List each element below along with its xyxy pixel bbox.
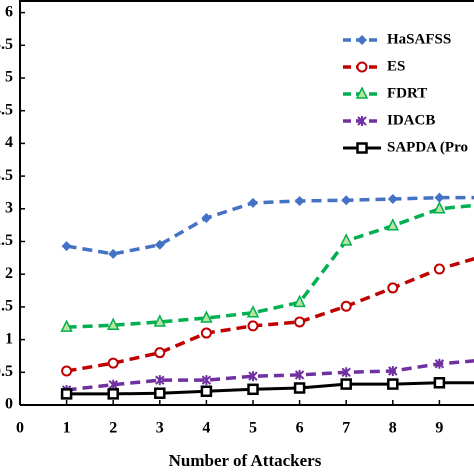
legend-label: IDACB [387, 112, 435, 128]
legend-marker [356, 61, 368, 73]
y-tick-label: 2 [5, 265, 13, 282]
point [155, 375, 165, 386]
point [108, 248, 119, 259]
point [293, 294, 306, 308]
point [387, 282, 399, 294]
point [60, 319, 73, 332]
legend-marker [357, 35, 367, 45]
point [248, 371, 258, 382]
point [107, 388, 119, 400]
point [387, 378, 399, 390]
point [294, 369, 305, 380]
point [341, 367, 351, 378]
point [433, 377, 446, 389]
point [387, 193, 398, 204]
y-tick-label: 4 [5, 134, 13, 151]
point [293, 382, 306, 394]
point [248, 197, 258, 208]
point [154, 239, 165, 250]
x-tick-label: 9 [435, 420, 443, 437]
y-tick-label: 0 [5, 396, 13, 413]
point [433, 201, 446, 214]
point [341, 195, 352, 206]
series [60, 377, 474, 400]
y-tick-label: 1.5 [0, 298, 13, 315]
x-tick-label: 7 [342, 420, 350, 437]
x-tick-label: 6 [296, 420, 304, 437]
point [388, 365, 398, 376]
point [107, 357, 119, 369]
legend-label: ES [387, 58, 405, 74]
y-tick-label: 0.5 [0, 363, 13, 380]
point [434, 192, 445, 203]
point [61, 241, 72, 252]
point [201, 212, 212, 223]
point [340, 378, 352, 390]
x-tick-label: 4 [202, 420, 210, 437]
x-tick-label: 2 [109, 420, 117, 437]
x-tick-label: 5 [249, 420, 257, 437]
y-tick-label: 3 [5, 199, 13, 216]
legend-marker [356, 142, 368, 154]
x-tick-label: 3 [156, 420, 164, 437]
point [386, 218, 400, 231]
point [294, 316, 306, 328]
legend-marker [355, 86, 369, 99]
point [154, 347, 166, 359]
series [60, 201, 474, 332]
point [200, 327, 212, 339]
y-tick-label: 3.5 [0, 167, 13, 184]
x-axis-label: Number of Attackers [169, 451, 322, 470]
y-tick-label: 2.5 [0, 232, 13, 249]
y-tick-label: 5 [5, 69, 13, 86]
point [108, 379, 118, 390]
series [61, 192, 474, 259]
point [339, 233, 353, 246]
point [106, 317, 120, 330]
point [200, 310, 213, 323]
legend-label: FDRT [387, 85, 427, 101]
point [340, 300, 352, 312]
series [61, 358, 474, 395]
line [66, 203, 474, 329]
point [434, 358, 445, 369]
point [246, 305, 260, 318]
legend-label: HaSAFSS [387, 31, 451, 47]
x-tick-label: 1 [63, 420, 71, 437]
point [61, 365, 73, 377]
line [66, 256, 474, 373]
y-tick-label: 5.5 [0, 36, 13, 53]
y-tick-label: 1 [5, 330, 13, 347]
y-tick-label: 4.5 [0, 101, 13, 118]
point [294, 195, 305, 206]
legend-label: SAPDA (Pro [387, 139, 468, 155]
line [66, 359, 474, 392]
line [66, 381, 474, 396]
series [61, 256, 474, 377]
point [153, 314, 167, 327]
point [247, 320, 259, 332]
point [200, 385, 213, 398]
legend-marker [357, 116, 367, 126]
point [247, 383, 259, 396]
x-tick-label: 0 [16, 420, 24, 437]
line [66, 195, 474, 256]
point [60, 388, 73, 400]
point [154, 387, 166, 399]
x-tick-label: 8 [389, 420, 397, 437]
y-tick-label: 6 [5, 3, 13, 20]
point [433, 263, 445, 275]
point [201, 375, 212, 386]
